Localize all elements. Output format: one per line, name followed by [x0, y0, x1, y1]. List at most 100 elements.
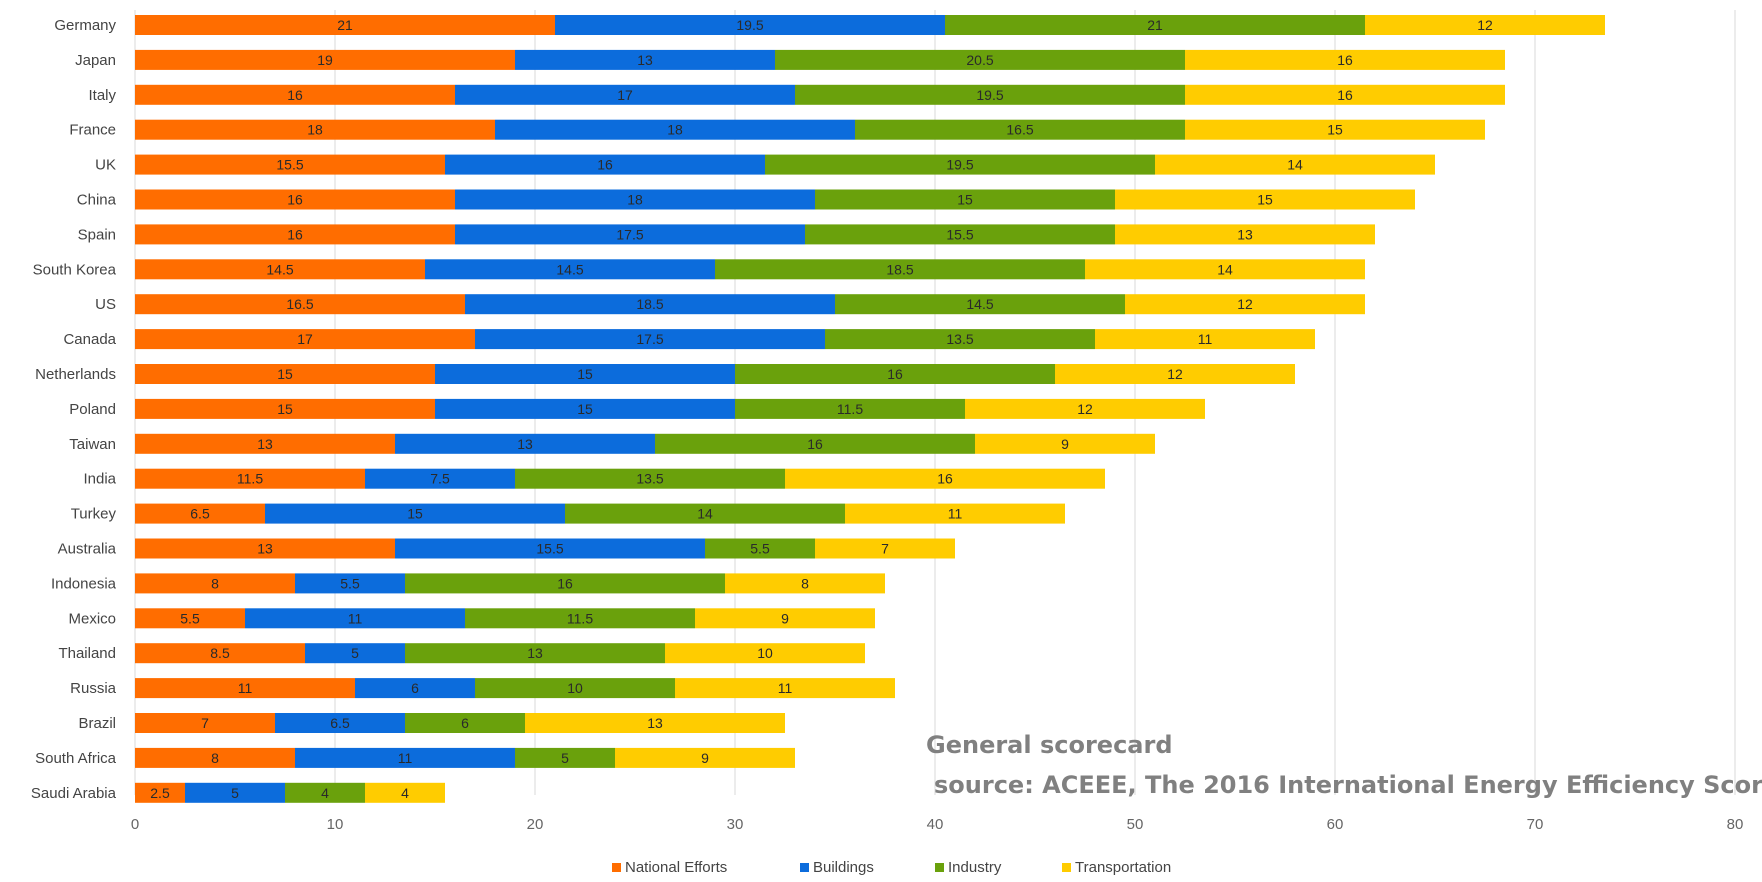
bar-segment [135, 573, 295, 594]
x-tick-label: 30 [727, 816, 744, 833]
data-label: 14 [1217, 261, 1233, 277]
bar-segment [825, 329, 1095, 350]
bar-segment [135, 782, 185, 803]
data-label: 16 [557, 575, 573, 591]
bar-segment [135, 154, 445, 175]
data-label: 15 [1327, 122, 1343, 138]
annotation-title: General scorecard [926, 731, 1173, 759]
data-label: 16 [887, 366, 903, 382]
data-label: 15 [277, 401, 293, 417]
x-tick-label: 70 [1527, 816, 1544, 833]
data-label: 5 [351, 645, 359, 661]
data-label: 16 [287, 226, 303, 242]
data-label: 18.5 [636, 296, 663, 312]
bar-segment [395, 433, 655, 454]
data-label: 2.5 [150, 785, 170, 801]
data-label: 9 [701, 750, 709, 766]
bar-segment [135, 643, 305, 664]
bar-segment [675, 678, 895, 699]
data-label: 12 [1477, 17, 1493, 33]
data-label: 15 [577, 401, 593, 417]
data-label: 6.5 [190, 506, 210, 522]
data-label: 15.5 [946, 226, 973, 242]
data-label: 12 [1237, 296, 1253, 312]
data-label: 11 [348, 610, 363, 626]
bar-segment [135, 364, 435, 384]
annotation-source: source: ACEEE, The 2016 International En… [934, 771, 1762, 799]
bar-segment [425, 259, 715, 280]
bar-segment [665, 643, 865, 664]
bar-segment [1055, 364, 1295, 384]
data-label: 11 [778, 680, 793, 696]
bar-segment [405, 713, 525, 733]
data-label: 19.5 [976, 87, 1003, 103]
data-label: 21 [337, 17, 353, 33]
bar-segment [395, 538, 705, 559]
data-label: 7 [201, 715, 209, 731]
data-label: 5.5 [750, 541, 770, 557]
bar-segment [135, 608, 245, 629]
x-tick-label: 60 [1327, 816, 1344, 833]
data-label: 15.5 [276, 157, 303, 173]
data-label: 8 [211, 750, 219, 766]
bar-segment [135, 119, 495, 140]
data-label: 8 [211, 575, 219, 591]
data-label: 16.5 [1006, 122, 1033, 138]
data-label: 16 [1337, 52, 1353, 68]
bar-segment [525, 713, 785, 733]
category-label: Netherlands [35, 366, 116, 383]
data-label: 13 [527, 645, 543, 661]
bar-segment [455, 224, 805, 245]
bar-segment [845, 503, 1065, 524]
category-labels: Germany Japan Italy France UK China Spain South… [31, 17, 117, 802]
data-label: 13 [637, 52, 653, 68]
bar-segment [135, 398, 435, 419]
bar-segment [135, 294, 465, 315]
category-label: Brazil [78, 715, 116, 732]
data-label: 8.5 [210, 645, 230, 661]
bar-segment [435, 398, 735, 419]
bar-segment [815, 189, 1115, 210]
data-label: 5 [561, 750, 569, 766]
bars: 21 19.5 21 12 19 13 20.5 16 16 17 19.5 16 18 18 16.5 15… [135, 15, 1605, 803]
category-label: Thailand [58, 645, 116, 662]
data-label: 14 [1287, 157, 1303, 173]
data-label: 8 [801, 575, 809, 591]
data-label: 10 [567, 680, 583, 696]
category-label: India [83, 471, 116, 488]
bar-segment [265, 503, 565, 524]
data-label: 16 [287, 192, 303, 208]
legend: National Efforts Buildings Industry Transpo… [612, 859, 1171, 876]
data-label: 15 [277, 366, 293, 382]
bar-segment [465, 608, 695, 629]
bar-segment [1185, 119, 1485, 140]
category-label: Taiwan [69, 436, 116, 453]
data-label: 10 [757, 645, 773, 661]
data-label: 16 [597, 157, 613, 173]
data-label: 17.5 [616, 226, 643, 242]
bar-segment [1185, 84, 1505, 105]
bar-segment [135, 259, 425, 280]
data-label: 21 [1147, 17, 1163, 33]
bar-segment [515, 747, 615, 768]
category-label: South Korea [33, 261, 117, 278]
bar-segment [805, 224, 1115, 245]
bar-segment [365, 782, 445, 803]
data-label: 6 [461, 715, 469, 731]
bar-segment [435, 364, 735, 384]
data-label: 13.5 [636, 471, 663, 487]
data-label: 11.5 [837, 401, 863, 417]
data-label: 14.5 [266, 261, 293, 277]
data-label: 18 [307, 122, 323, 138]
bar-segment [835, 294, 1125, 315]
bar-segment [1115, 189, 1415, 210]
bar-segment [245, 608, 465, 629]
bar-segment [295, 747, 515, 768]
legend-label: National Efforts [625, 859, 727, 876]
category-label: UK [95, 157, 116, 174]
data-label: 12 [1167, 366, 1183, 382]
bar-segment [555, 15, 945, 35]
bar-segment [445, 154, 765, 175]
data-label: 15 [1257, 192, 1273, 208]
category-label: Spain [78, 226, 116, 243]
